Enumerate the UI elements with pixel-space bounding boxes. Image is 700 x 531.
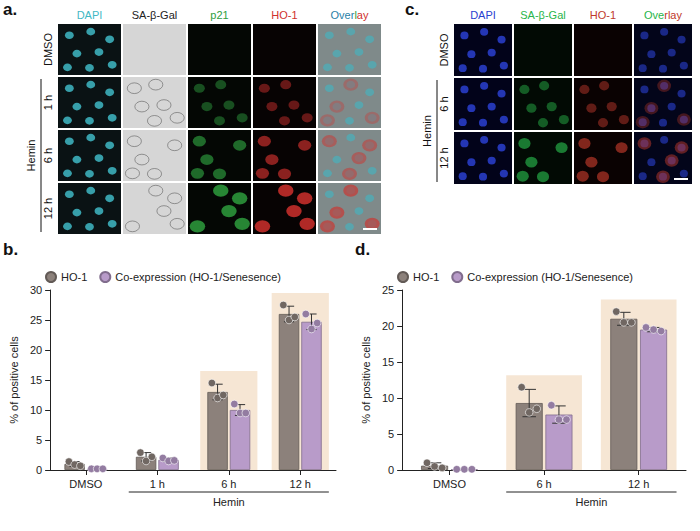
svg-text:25: 25 xyxy=(382,284,394,296)
svg-text:5: 5 xyxy=(36,434,42,446)
svg-text:1 h: 1 h xyxy=(150,478,165,490)
svg-text:6 h: 6 h xyxy=(221,478,236,490)
svg-text:20: 20 xyxy=(382,320,394,332)
svg-text:20: 20 xyxy=(30,344,42,356)
svg-text:HO-1: HO-1 xyxy=(590,9,616,21)
svg-text:% of positive cells: % of positive cells xyxy=(360,336,372,424)
svg-text:SA-β-Gal: SA-β-Gal xyxy=(132,9,178,21)
svg-text:5: 5 xyxy=(388,428,394,440)
svg-text:30: 30 xyxy=(30,284,42,296)
svg-text:Overlay: Overlay xyxy=(331,9,369,21)
svg-text:DMSO: DMSO xyxy=(438,33,450,66)
svg-text:Overlay: Overlay xyxy=(644,9,682,21)
svg-text:DMSO: DMSO xyxy=(433,478,466,490)
svg-text:% of positive cells: % of positive cells xyxy=(8,336,20,424)
svg-text:1 h: 1 h xyxy=(42,95,54,110)
html-text:d.: d. xyxy=(355,240,371,259)
svg-text:15: 15 xyxy=(30,374,42,386)
svg-text:10: 10 xyxy=(30,404,42,416)
html-text:c.: c. xyxy=(405,0,420,19)
html-text:b.: b. xyxy=(3,240,19,259)
svg-text:6 h: 6 h xyxy=(438,96,450,111)
svg-text:Co-expression (HO-1/Senesence): Co-expression (HO-1/Senesence) xyxy=(115,271,281,283)
svg-text:12 h: 12 h xyxy=(42,198,54,219)
svg-text:6 h: 6 h xyxy=(42,148,54,163)
svg-text:SA-β-Gal: SA-β-Gal xyxy=(520,9,566,21)
svg-text:Hemin: Hemin xyxy=(213,496,245,508)
svg-text:p21: p21 xyxy=(210,9,228,21)
svg-text:Hemin: Hemin xyxy=(575,496,607,508)
svg-text:HO-1: HO-1 xyxy=(271,9,297,21)
svg-text:HO-1: HO-1 xyxy=(61,271,87,283)
svg-text:DAPI: DAPI xyxy=(470,9,496,21)
svg-text:0: 0 xyxy=(36,464,42,476)
svg-text:HO-1: HO-1 xyxy=(413,271,439,283)
svg-text:0: 0 xyxy=(388,464,394,476)
svg-text:12 h: 12 h xyxy=(628,478,649,490)
svg-text:DMSO: DMSO xyxy=(69,478,102,490)
html-text:a.: a. xyxy=(3,0,18,19)
svg-text:6 h: 6 h xyxy=(536,478,551,490)
svg-text:15: 15 xyxy=(382,356,394,368)
svg-text:DMSO: DMSO xyxy=(42,33,54,66)
svg-text:12 h: 12 h xyxy=(438,147,450,168)
svg-text:25: 25 xyxy=(30,314,42,326)
svg-text:10: 10 xyxy=(382,392,394,404)
svg-text:Hemin: Hemin xyxy=(25,140,37,172)
svg-text:Hemin: Hemin xyxy=(421,115,433,147)
svg-text:12 h: 12 h xyxy=(290,478,311,490)
svg-text:DAPI: DAPI xyxy=(77,9,103,21)
svg-text:Co-expression (HO-1/Senesence): Co-expression (HO-1/Senesence) xyxy=(467,271,633,283)
